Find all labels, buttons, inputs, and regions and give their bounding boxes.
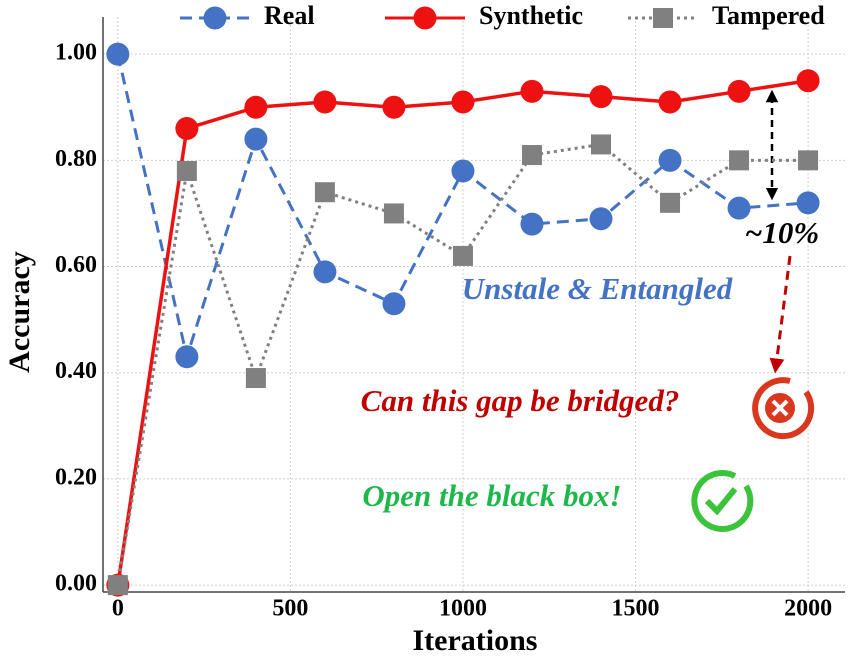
legend-label: Tampered xyxy=(712,1,825,30)
x-tick-label: 1000 xyxy=(439,596,487,622)
x-tick-label: 2000 xyxy=(784,596,832,622)
marker xyxy=(658,90,682,114)
marker xyxy=(314,182,335,203)
marker xyxy=(658,148,682,172)
marker xyxy=(244,95,268,119)
grid: 0.00 0.20 0.40 0.60 0.80 1.00 0 500 1000 1500 2000 xyxy=(55,17,845,622)
marker xyxy=(451,90,475,114)
marker xyxy=(796,69,820,93)
plot xyxy=(106,42,820,597)
marker xyxy=(452,245,473,266)
annotation: Unstale & Entangled xyxy=(462,271,733,306)
x-axis-title: Iterations xyxy=(413,624,538,657)
marker xyxy=(796,191,820,215)
marker xyxy=(591,134,612,155)
annotation: Open the black box! xyxy=(362,478,621,513)
y-tick-label: 0.20 xyxy=(55,464,97,490)
red-arrow xyxy=(769,255,792,374)
y-axis-title: Accuracy xyxy=(3,251,36,373)
marker xyxy=(383,203,404,224)
y-tick-label: 0.00 xyxy=(55,571,97,597)
marker xyxy=(521,145,542,166)
marker xyxy=(382,292,406,316)
marker xyxy=(107,575,128,596)
marker xyxy=(382,95,406,119)
marker xyxy=(727,196,751,220)
marker xyxy=(729,150,750,171)
annotation: Can this gap be bridged? xyxy=(361,383,680,418)
y-tick-label: 0.40 xyxy=(55,358,97,384)
marker xyxy=(203,6,227,30)
y-tick-label: 0.60 xyxy=(55,252,97,278)
marker xyxy=(589,85,613,109)
marker xyxy=(176,160,197,181)
marker xyxy=(589,207,613,231)
gap-label: ~10% xyxy=(745,215,820,250)
marker xyxy=(520,79,544,103)
marker xyxy=(520,212,544,236)
marker xyxy=(413,6,437,30)
marker xyxy=(313,90,337,114)
y-tick-label: 1.00 xyxy=(55,40,97,66)
x-tick-label: 500 xyxy=(272,596,308,622)
x-tick-label: 0 xyxy=(112,596,124,622)
legend-label: Synthetic xyxy=(479,1,583,30)
marker xyxy=(175,345,199,369)
y-tick-label: 0.80 xyxy=(55,146,97,172)
legend: Real Synthetic Tampered xyxy=(180,1,825,30)
legend-label: Real xyxy=(264,1,315,30)
marker xyxy=(653,8,673,28)
marker xyxy=(660,192,681,213)
marker xyxy=(106,42,130,66)
marker xyxy=(727,79,751,103)
marker xyxy=(451,159,475,183)
check-icon xyxy=(691,469,754,532)
marker xyxy=(175,116,199,140)
marker xyxy=(244,127,268,151)
marker xyxy=(798,150,819,171)
marker xyxy=(313,260,337,284)
x-tick-label: 1500 xyxy=(612,596,660,622)
cross-icon xyxy=(752,377,815,440)
marker xyxy=(245,368,266,389)
